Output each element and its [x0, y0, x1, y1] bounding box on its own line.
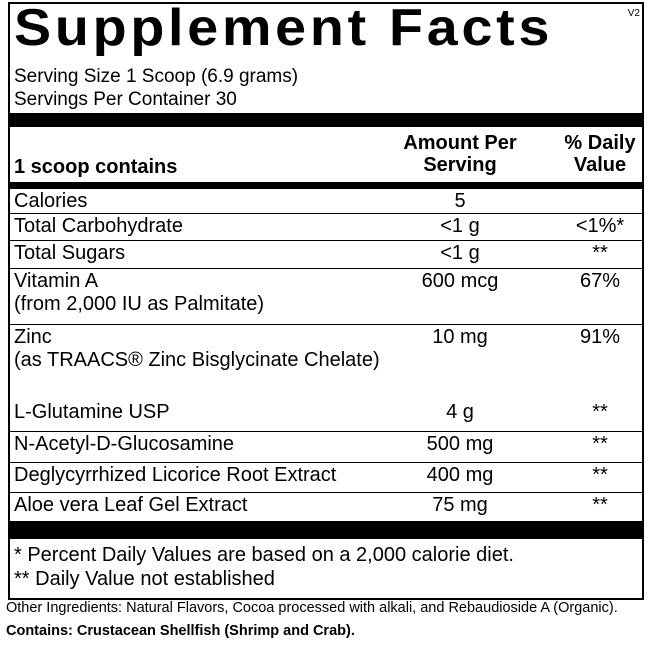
nutrient-name: Total Carbohydrate — [14, 215, 183, 238]
nutrient-label: Zinc — [14, 326, 52, 348]
servings-per-container: Servings Per Container 30 — [14, 89, 237, 110]
footnote: * Percent Daily Values are based on a 2,… — [14, 544, 514, 566]
daily-value: 91% — [579, 326, 621, 348]
nutrient-label: L-Glutamine USP — [14, 401, 170, 423]
divider — [10, 182, 642, 189]
title: Supplement Facts — [14, 0, 554, 57]
nutrient-label: Total Carbohydrate — [14, 215, 183, 237]
nutrient-row: N-Acetyl-D-Glucosamine 500 mg ** — [10, 431, 642, 463]
nutrient-note: (from 2,000 IU as Palmitate) — [14, 293, 265, 315]
nutrient-label: Vitamin A — [14, 270, 99, 292]
daily-value: ** — [592, 433, 608, 455]
amount: <1 g — [440, 215, 480, 237]
daily-value: 67% — [579, 270, 621, 292]
nutrient-label: Calories — [14, 190, 88, 212]
column-header: 1 scoop contains — [14, 156, 178, 178]
amount: 5 — [454, 190, 466, 212]
daily-value: <1%* — [575, 215, 625, 237]
nutrient-row: Zinc (as TRAACS® Zinc Bisglycinate Chelat… — [10, 324, 642, 384]
nutrient-label: N-Acetyl-D-Glucosamine — [14, 433, 235, 455]
nutrient-row: Calories 5 — [10, 189, 642, 213]
nutrient-row: L-Glutamine USP 4 g ** — [10, 400, 642, 431]
nutrient-name: Aloe vera Leaf Gel Extract — [14, 494, 247, 517]
amount: 600 mcg — [421, 270, 499, 292]
nutrient-row: Total Carbohydrate <1 g <1%* — [10, 213, 642, 241]
nutrient-label: Total Sugars — [14, 242, 126, 264]
amount: <1 g — [440, 242, 480, 264]
nutrient-name: N-Acetyl-D-Glucosamine — [14, 433, 234, 456]
nutrient-name: L-Glutamine USP — [14, 401, 170, 424]
daily-value: ** — [592, 494, 608, 516]
nutrient-name: Zinc (as TRAACS® Zinc Bisglycinate Chelat… — [14, 326, 380, 372]
amount: 75 mg — [432, 494, 488, 516]
serving-size: Serving Size 1 Scoop (6.9 grams) — [14, 66, 299, 87]
nutrient-name: Total Sugars — [14, 242, 125, 265]
nutrient-name: Deglycyrrhized Licorice Root Extract — [14, 464, 336, 487]
allergen-statement: Contains: Crustacean Shellfish (Shrimp a… — [6, 623, 355, 639]
column-header: % Daily Value — [564, 132, 636, 176]
footnote: ** Daily Value not established — [14, 568, 275, 590]
nutrient-row: Aloe vera Leaf Gel Extract 75 mg ** — [10, 492, 642, 522]
daily-value: ** — [592, 401, 608, 423]
daily-value: ** — [592, 464, 608, 486]
nutrient-label: Deglycyrrhized Licorice Root Extract — [14, 464, 337, 486]
amount: 4 g — [446, 401, 474, 423]
amount: 500 mg — [426, 433, 494, 455]
nutrient-row: Total Sugars <1 g ** — [10, 240, 642, 269]
amount: 10 mg — [432, 326, 488, 348]
other-ingredients: Other Ingredients: Natural Flavors, Coco… — [6, 600, 618, 616]
column-header: Amount Per Serving — [403, 132, 517, 176]
daily-value: ** — [592, 242, 608, 264]
nutrient-label: Aloe vera Leaf Gel Extract — [14, 494, 248, 516]
amount: 400 mg — [426, 464, 494, 486]
divider — [10, 521, 642, 539]
nutrient-row: Vitamin A (from 2,000 IU as Palmitate) 600… — [10, 268, 642, 325]
nutrient-note: (as TRAACS® Zinc Bisglycinate Chelate) — [14, 349, 380, 371]
nutrient-name: Calories — [14, 190, 87, 213]
facts-panel: Supplement Facts V2 Serving Size 1 Scoop… — [8, 0, 644, 600]
divider — [10, 113, 642, 127]
nutrient-row: Deglycyrrhized Licorice Root Extract 400 … — [10, 462, 642, 493]
version: V2 — [627, 8, 640, 19]
nutrient-name: Vitamin A (from 2,000 IU as Palmitate) — [14, 270, 264, 316]
